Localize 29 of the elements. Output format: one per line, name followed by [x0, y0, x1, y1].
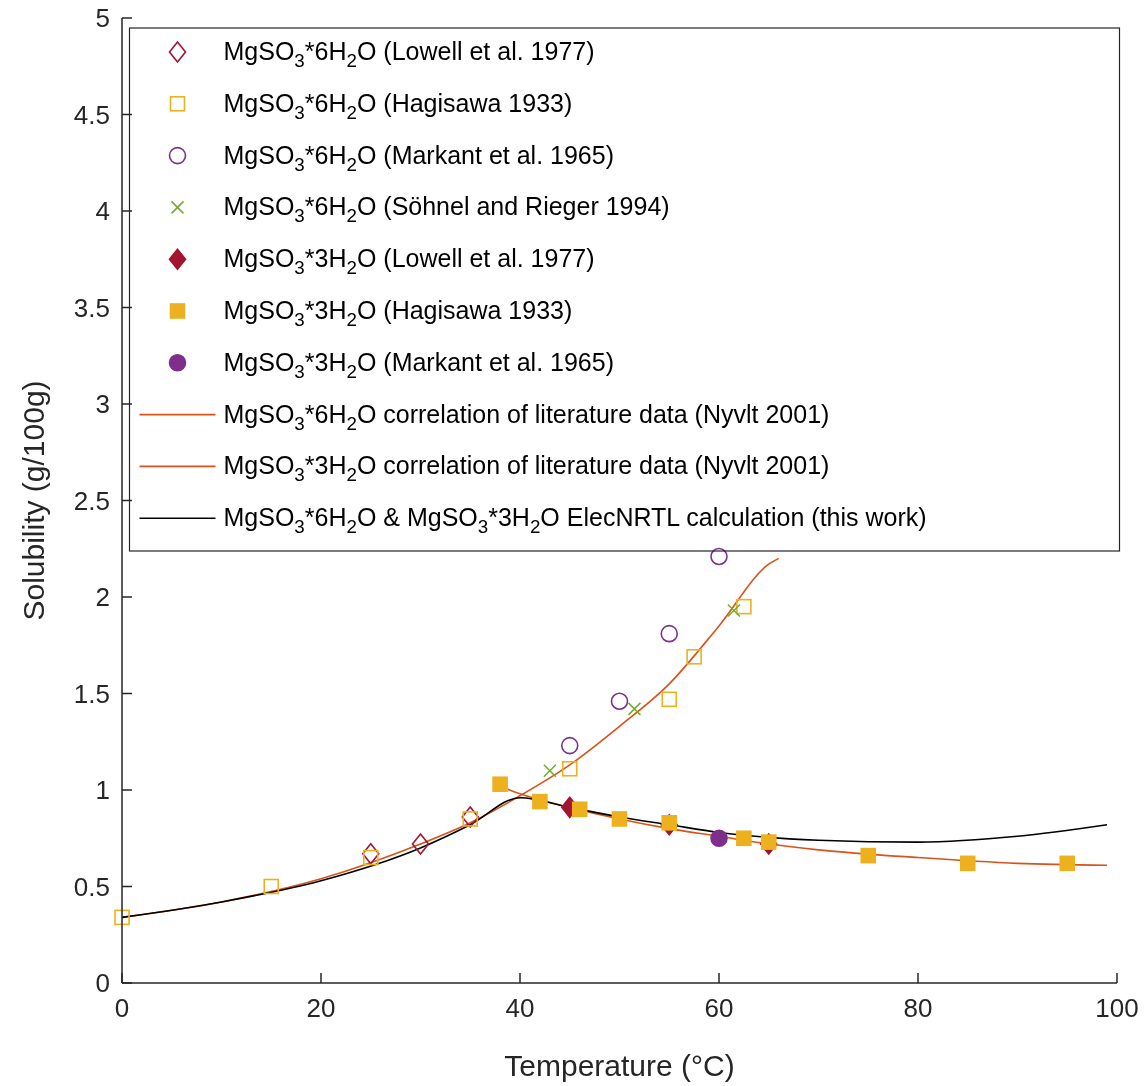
text: MgSO$_{3}$*6H$_{2}$O & MgSO$_{3}$*3H$_{2}$O ElecNRTL calculation (this work)	[223, 503, 927, 537]
x-tick-label: 40	[505, 993, 535, 1023]
y-tick-label: 2	[95, 582, 110, 612]
legend-label: MgSO$_{3}$*3H$_{2}$O (Lowell et al. 1977)	[223, 244, 595, 278]
y-tick-label: 3.5	[73, 292, 110, 323]
y-tick-label: 4	[95, 196, 110, 226]
y-axis-title: Solubility (g/100g)	[17, 380, 50, 621]
x-tick-label: 80	[903, 993, 933, 1023]
y-tick-label: 4.5	[73, 99, 110, 130]
y-tick-label: 3	[95, 389, 110, 419]
y-tick-label: 0.5	[73, 871, 110, 902]
legend-label: MgSO$_{3}$*6H$_{2}$O (Hagisawa 1933)	[223, 88, 573, 123]
x-tick-label: 20	[306, 993, 336, 1023]
legend-label: MgSO$_{3}$*6H$_{2}$O (Lowell et al. 1977)	[223, 37, 595, 71]
x-axis-title: Temperature (°C)	[504, 1049, 735, 1082]
legend-label: MgSO$_{3}$*3H$_{2}$O correlation of literature data (Nyvlt 2001)	[223, 451, 830, 486]
y-tick-label: 2.5	[73, 485, 110, 516]
x-tick-label: 0	[114, 993, 130, 1023]
y-tick-label: 0	[95, 968, 110, 998]
x-tick-label: 60	[704, 993, 734, 1023]
y-tick-label: 1	[95, 775, 110, 805]
legend-label: MgSO$_{3}$*6H$_{2}$O (Söhnel and Rieger 1994)	[223, 192, 670, 227]
legend-label: MgSO$_{3}$*3H$_{2}$O (Hagisawa 1933)	[223, 296, 573, 330]
legend-label: MgSO$_{3}$*6H$_{2}$O correlation of literature data (Nyvlt 2001)	[223, 399, 830, 434]
y-tick-label: 1.5	[73, 678, 110, 709]
legend-label: MgSO$_{3}$*3H$_{2}$O (Markant et al. 1965)	[223, 347, 614, 382]
legend-label: MgSO$_{3}$*6H$_{2}$O (Markant et al. 1965)	[223, 140, 614, 175]
x-tick-label: 100	[1095, 993, 1139, 1023]
y-tick-label: 5	[95, 3, 110, 33]
